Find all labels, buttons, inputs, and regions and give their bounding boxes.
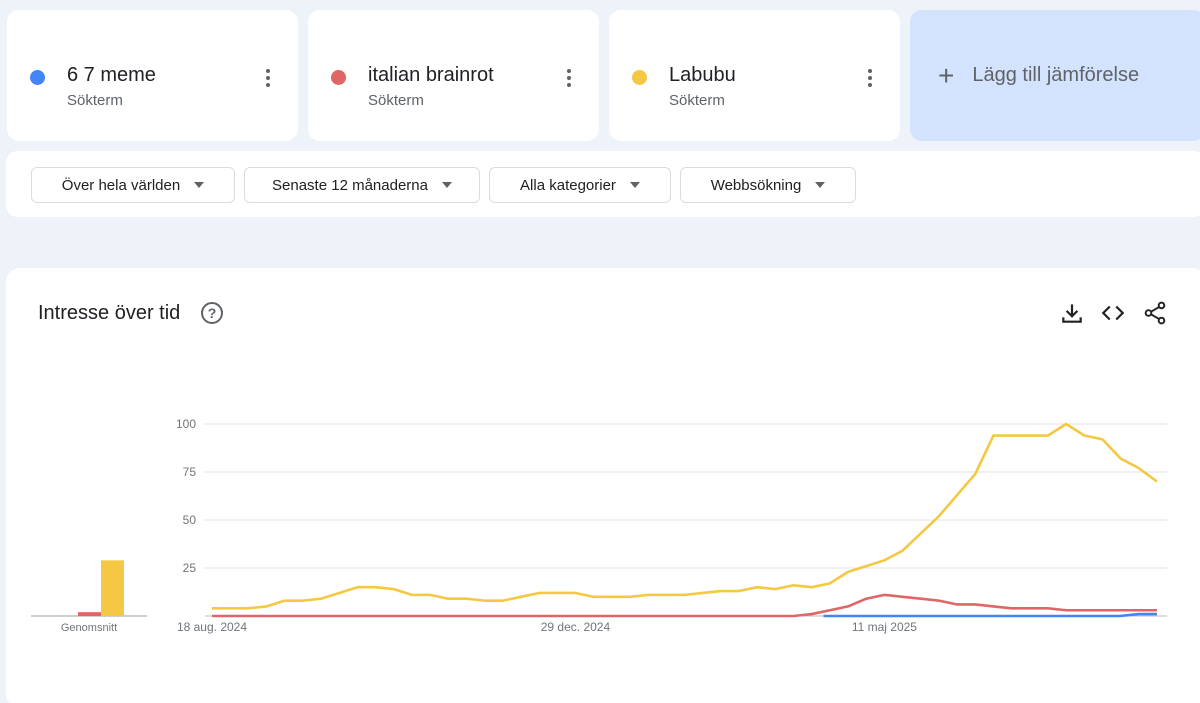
term-type: Sökterm [368,92,424,109]
caret-down-icon [194,182,205,188]
term-card-labubu[interactable]: Labubu Sökterm [609,10,900,141]
caret-down-icon [441,182,452,188]
add-comparison-label: Lägg till jämförelse [972,64,1140,86]
add-comparison-button[interactable]: + Lägg till jämförelse [910,10,1200,141]
term-name: italian brainrot [368,64,494,86]
category-filter-label: Alla kategorier [520,176,616,194]
term-type: Sökterm [669,92,725,109]
region-filter[interactable]: Över hela världen [31,167,235,203]
share-icon[interactable] [1142,300,1168,326]
category-filter[interactable]: Alla kategorier [489,167,671,203]
term-name: 6 7 meme [67,64,156,86]
series-color-dot [331,70,346,85]
term-type: Sökterm [67,92,123,109]
search-type-filter-label: Webbsökning [710,176,802,194]
time-filter-label: Senaste 12 månaderna [272,176,428,194]
more-vert-icon[interactable] [258,66,278,90]
interest-over-time-card: Intresse över tid ? [6,268,1200,703]
filter-bar: Över hela världen Senaste 12 månaderna A… [6,151,1200,217]
series-color-dot [30,70,45,85]
search-type-filter[interactable]: Webbsökning [680,167,856,203]
plus-icon: + [938,59,955,91]
series-color-dot [632,70,647,85]
embed-code-icon[interactable] [1100,300,1126,326]
caret-down-icon [815,182,826,188]
term-card-italian-brainrot[interactable]: italian brainrot Sökterm [308,10,599,141]
term-name: Labubu [669,64,736,86]
more-vert-icon[interactable] [860,66,880,90]
term-card-6-7-meme[interactable]: 6 7 meme Sökterm [7,10,298,141]
region-filter-label: Över hela världen [61,176,181,194]
help-icon[interactable]: ? [201,302,223,324]
chart-title: Intresse över tid [38,302,181,324]
caret-down-icon [629,182,640,188]
more-vert-icon[interactable] [559,66,579,90]
time-filter[interactable]: Senaste 12 månaderna [244,167,480,203]
download-icon[interactable] [1059,300,1085,326]
